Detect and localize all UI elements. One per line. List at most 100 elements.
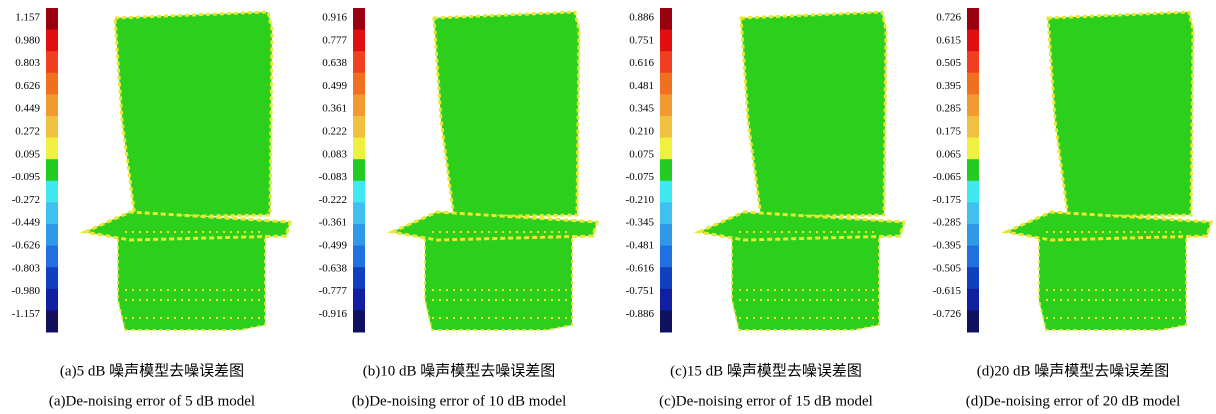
color-bar-segment — [46, 51, 58, 73]
scale-label: -0.626 — [12, 240, 41, 252]
caption-cn: (d)20 dB 噪声模型去噪误差图 — [977, 361, 1170, 379]
color-bar-segment — [967, 310, 979, 332]
airfoil — [115, 12, 272, 217]
scale-label: 0.803 — [15, 57, 40, 69]
caption-en: (b)De-noising error of 10 dB model — [352, 393, 567, 409]
scale-label: -0.980 — [12, 285, 41, 297]
color-bar-segment — [353, 73, 365, 95]
color-bar-segment — [660, 116, 672, 138]
color-bar-segment — [967, 51, 979, 73]
caption-cn: (b)10 dB 噪声模型去噪误差图 — [363, 361, 556, 379]
color-bar-segment — [46, 224, 58, 246]
scale-label: -0.638 — [319, 262, 348, 274]
scale-label: -0.285 — [933, 217, 962, 229]
scale-label: -0.222 — [319, 194, 347, 206]
color-bar-segment — [660, 289, 672, 311]
scale-label: 0.777 — [322, 34, 347, 46]
scale-label: 0.075 — [629, 148, 654, 160]
scale-label: -0.095 — [12, 171, 41, 183]
scale-label: -0.361 — [319, 217, 347, 229]
color-bar-segment — [353, 289, 365, 311]
scale-label: -1.157 — [12, 308, 41, 320]
color-bar — [46, 8, 58, 333]
caption-en: (d)De-noising error of 20 dB model — [966, 393, 1181, 409]
scale-label: 0.980 — [15, 34, 40, 46]
color-bar-segment — [353, 202, 365, 224]
color-bar-segment — [660, 73, 672, 95]
caption-en: (c)De-noising error of 15 dB model — [659, 393, 873, 409]
color-bar-segment — [353, 246, 365, 268]
scale-label: 0.222 — [322, 126, 347, 138]
color-bar — [967, 8, 979, 333]
base — [1039, 232, 1186, 330]
color-bar-segment — [353, 8, 365, 30]
color-bar-segment — [353, 181, 365, 203]
platform — [1006, 212, 1211, 240]
scale-label: -0.481 — [626, 240, 654, 252]
color-bar-segment — [660, 202, 672, 224]
scale-label: 0.095 — [15, 148, 40, 160]
color-bar-segment — [46, 8, 58, 30]
color-bar-segment — [967, 289, 979, 311]
color-bar-segment — [353, 310, 365, 332]
color-bar-segment — [46, 246, 58, 268]
scale-label: 0.638 — [322, 57, 347, 69]
color-bar-segment — [46, 289, 58, 311]
color-bar-segment — [353, 224, 365, 246]
color-bar-segment — [46, 94, 58, 116]
color-bar-segment — [46, 267, 58, 289]
scale-label: -0.210 — [626, 194, 655, 206]
color-bar-segment — [46, 181, 58, 203]
scale-label: -0.345 — [626, 217, 655, 229]
scale-label: 0.505 — [936, 57, 961, 69]
color-bar-segment — [967, 246, 979, 268]
color-bar-segment — [660, 310, 672, 332]
panel: 1.1570.9800.8030.6260.4490.2720.095-0.09… — [12, 8, 290, 409]
scale-label: -0.175 — [933, 194, 962, 206]
color-bar-segment — [353, 116, 365, 138]
color-bar-segment — [46, 138, 58, 160]
color-bar-segment — [967, 181, 979, 203]
color-bar-segment — [660, 181, 672, 203]
scale-label: -0.505 — [933, 262, 962, 274]
color-bar-segment — [967, 73, 979, 95]
scale-label: 0.615 — [936, 34, 961, 46]
scale-label: 0.916 — [322, 12, 347, 24]
scale-label: 0.272 — [15, 126, 40, 138]
scale-label: -0.886 — [626, 308, 655, 320]
scale-label: -0.449 — [12, 217, 41, 229]
scale-label: 1.157 — [15, 12, 40, 24]
color-bar-segment — [46, 310, 58, 332]
color-bar-segment — [660, 224, 672, 246]
color-bar-segment — [46, 116, 58, 138]
color-bar-segment — [660, 138, 672, 160]
scale-label: -0.803 — [12, 262, 41, 274]
scale-label: 0.285 — [936, 103, 961, 115]
color-bar-segment — [660, 8, 672, 30]
color-bar-segment — [967, 202, 979, 224]
caption-cn: (c)15 dB 噪声模型去噪误差图 — [670, 361, 862, 379]
color-bar — [353, 8, 365, 333]
scale-label: 0.395 — [936, 80, 961, 92]
scale-label: -0.726 — [933, 308, 962, 320]
airfoil — [741, 12, 886, 217]
scale-label: 0.481 — [629, 80, 654, 92]
color-bar-segment — [660, 94, 672, 116]
scale-label: -0.395 — [933, 240, 962, 252]
scale-label: -0.083 — [319, 171, 348, 183]
platform — [392, 212, 597, 240]
panel: 0.7260.6150.5050.3950.2850.1750.065-0.06… — [933, 8, 1211, 409]
panel: 0.8860.7510.6160.4810.3450.2100.075-0.07… — [626, 8, 904, 409]
scale-label: 0.726 — [936, 12, 961, 24]
color-bar-segment — [353, 30, 365, 52]
scale-label: 0.751 — [629, 34, 654, 46]
color-bar-segment — [967, 8, 979, 30]
blade-model — [85, 12, 290, 330]
color-bar-segment — [353, 138, 365, 160]
scale-label: 0.616 — [629, 57, 654, 69]
color-bar-segment — [46, 30, 58, 52]
base — [425, 232, 572, 330]
airfoil — [1048, 12, 1193, 217]
color-bar-segment — [353, 51, 365, 73]
color-bar-segment — [967, 94, 979, 116]
